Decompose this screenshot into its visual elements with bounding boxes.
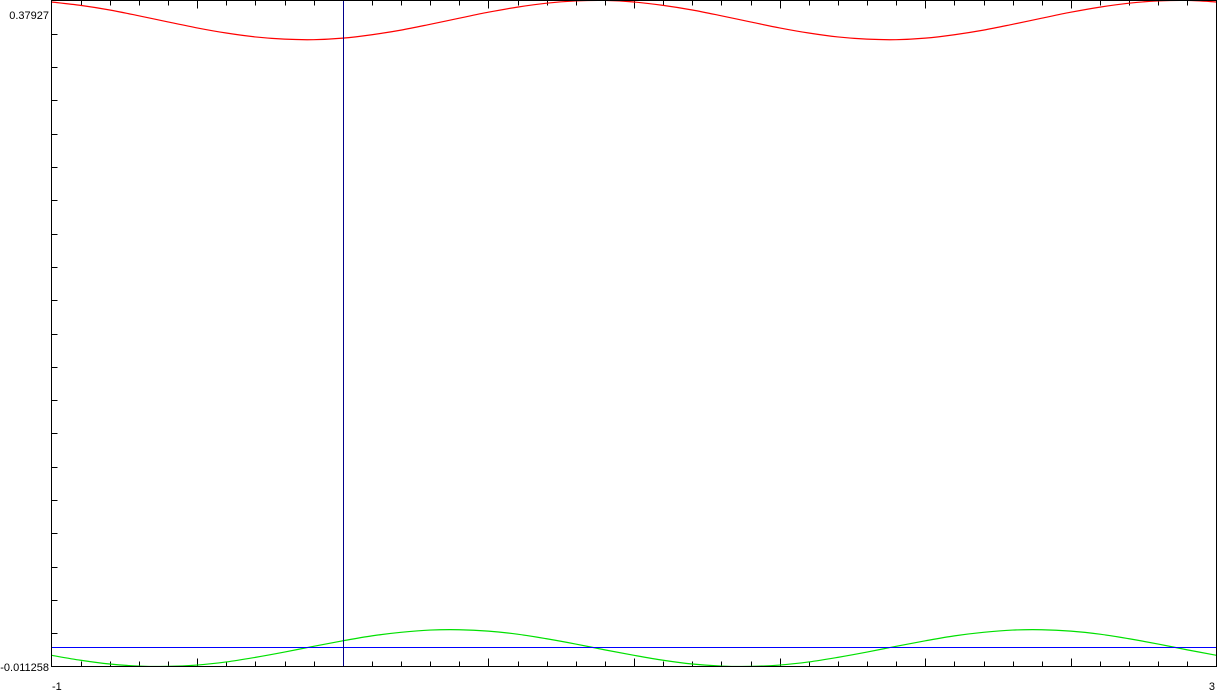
axis-ticks: [51, 0, 1188, 667]
y-min-label: -0.011258: [0, 662, 49, 674]
x-min-label: -1: [52, 681, 62, 693]
series-lines: [51, 0, 1217, 667]
y-max-label: 0.37927: [9, 10, 49, 22]
series-line-0: [51, 0, 1217, 41]
plot-frame: [51, 0, 1217, 667]
series-group: [51, 0, 1217, 667]
x-max-label: 3: [1209, 681, 1215, 693]
series-line-1: [51, 629, 1217, 667]
